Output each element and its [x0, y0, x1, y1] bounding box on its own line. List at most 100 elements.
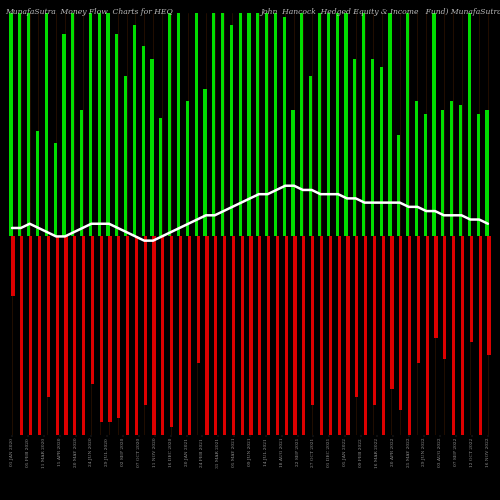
Bar	[434, 236, 438, 338]
Bar	[240, 236, 244, 448]
Bar	[56, 236, 58, 500]
Bar	[71, 0, 74, 236]
Bar	[152, 236, 156, 490]
Bar	[38, 236, 41, 469]
Bar	[380, 68, 383, 236]
Bar	[54, 144, 56, 236]
Bar	[82, 236, 85, 439]
Bar	[459, 106, 462, 236]
Bar	[29, 236, 32, 500]
Bar	[267, 236, 270, 482]
Bar	[179, 236, 182, 490]
Bar	[265, 0, 268, 236]
Bar	[302, 236, 306, 500]
Bar	[36, 131, 39, 236]
Bar	[461, 236, 464, 473]
Bar	[274, 4, 277, 236]
Bar	[397, 135, 400, 236]
Bar	[238, 0, 242, 236]
Bar	[64, 236, 68, 469]
Bar	[318, 12, 321, 236]
Bar	[91, 236, 94, 384]
Bar	[371, 59, 374, 236]
Bar	[188, 236, 191, 490]
Bar	[426, 236, 429, 500]
Bar	[232, 236, 235, 500]
Bar	[108, 236, 112, 422]
Bar	[144, 236, 147, 406]
Bar	[276, 236, 279, 500]
Bar	[408, 236, 411, 500]
Bar	[258, 236, 262, 500]
Bar	[186, 101, 189, 236]
Bar	[27, 0, 30, 236]
Bar	[450, 101, 454, 236]
Bar	[62, 34, 66, 236]
Bar	[390, 236, 394, 388]
Bar	[206, 236, 208, 500]
Bar	[338, 236, 340, 498]
Bar	[432, 0, 436, 236]
Bar	[162, 236, 164, 498]
Bar	[20, 236, 24, 448]
Bar	[292, 110, 294, 236]
Bar	[170, 236, 173, 426]
Bar	[80, 110, 83, 236]
Bar	[117, 236, 120, 418]
Bar	[135, 236, 138, 500]
Bar	[12, 236, 14, 296]
Bar	[126, 236, 129, 500]
Bar	[476, 114, 480, 236]
Text: John  Hancock  Hedged Equity & Income   Fund) MunafaSutra.com: John Hancock Hedged Equity & Income Fund…	[260, 8, 500, 16]
Bar	[133, 25, 136, 236]
Bar	[336, 0, 338, 236]
Bar	[248, 0, 250, 236]
Bar	[221, 0, 224, 236]
Bar	[223, 236, 226, 448]
Bar	[417, 236, 420, 363]
Bar	[294, 236, 296, 456]
Bar	[300, 0, 304, 236]
Bar	[196, 236, 200, 363]
Bar	[355, 236, 358, 397]
Bar	[250, 236, 252, 500]
Bar	[309, 76, 312, 236]
Bar	[73, 236, 76, 490]
Bar	[452, 236, 456, 486]
Bar	[10, 0, 12, 236]
Bar	[364, 236, 367, 500]
Bar	[98, 4, 101, 236]
Bar	[415, 101, 418, 236]
Text: MunafaSutra  Money Flow  Charts for HEQ: MunafaSutra Money Flow Charts for HEQ	[5, 8, 173, 16]
Bar	[442, 110, 444, 236]
Bar	[150, 59, 154, 236]
Bar	[353, 59, 356, 236]
Bar	[362, 12, 365, 236]
Bar	[100, 236, 103, 422]
Bar	[406, 0, 409, 236]
Bar	[399, 236, 402, 410]
Bar	[382, 236, 385, 500]
Bar	[346, 236, 350, 500]
Bar	[44, 0, 48, 236]
Bar	[46, 236, 50, 397]
Bar	[124, 76, 127, 236]
Bar	[194, 0, 198, 236]
Bar	[282, 16, 286, 236]
Bar	[284, 236, 288, 500]
Bar	[214, 236, 218, 500]
Bar	[373, 236, 376, 406]
Bar	[388, 0, 392, 236]
Bar	[468, 0, 471, 236]
Bar	[256, 0, 260, 236]
Bar	[488, 236, 490, 354]
Bar	[142, 46, 145, 236]
Bar	[444, 236, 446, 359]
Bar	[478, 236, 482, 500]
Bar	[344, 0, 348, 236]
Bar	[168, 0, 172, 236]
Bar	[311, 236, 314, 406]
Bar	[89, 0, 92, 236]
Bar	[177, 0, 180, 236]
Bar	[115, 34, 118, 236]
